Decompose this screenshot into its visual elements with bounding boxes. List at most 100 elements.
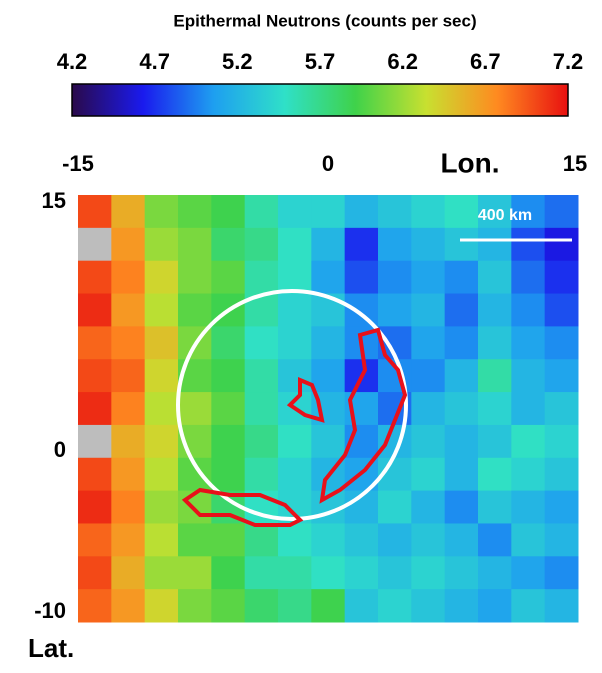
heatmap-cell xyxy=(278,425,312,458)
heatmap-cell xyxy=(445,195,479,228)
colorbar-title: Epithermal Neutrons (counts per sec) xyxy=(173,11,476,30)
heatmap-cell xyxy=(511,326,545,359)
heatmap-cell xyxy=(311,261,345,294)
heatmap-cell xyxy=(211,359,245,392)
colorbar xyxy=(72,84,568,116)
heatmap-cell xyxy=(211,589,245,622)
heatmap-cell xyxy=(511,359,545,392)
heatmap-cell xyxy=(445,458,479,491)
heatmap-cell xyxy=(411,359,445,392)
heatmap-cell xyxy=(211,261,245,294)
heatmap-cell xyxy=(278,589,312,622)
heatmap-cell xyxy=(145,523,179,556)
heatmap-cell xyxy=(111,491,145,524)
colorbar-tick-label: 5.2 xyxy=(222,49,253,74)
heatmap-cell xyxy=(211,458,245,491)
heatmap-cell xyxy=(245,228,279,261)
heatmap-cell xyxy=(511,589,545,622)
heatmap-cell xyxy=(211,392,245,425)
heatmap-cell xyxy=(445,261,479,294)
heatmap-cell xyxy=(145,261,179,294)
heatmap-cell xyxy=(511,261,545,294)
heatmap-cell xyxy=(78,589,112,622)
heatmap-cell xyxy=(311,589,345,622)
heatmap-cell xyxy=(378,491,412,524)
heatmap-cell xyxy=(278,359,312,392)
heatmap-cell xyxy=(78,228,112,261)
y-tick-label: 0 xyxy=(54,437,66,462)
heatmap-cell xyxy=(478,392,512,425)
heatmap-cell xyxy=(411,523,445,556)
heatmap-cell xyxy=(145,425,179,458)
colorbar-tick-label: 7.2 xyxy=(553,49,584,74)
heatmap-cell xyxy=(411,556,445,589)
heatmap-cell xyxy=(545,228,579,261)
heatmap-cell xyxy=(511,228,545,261)
heatmap-cell xyxy=(311,326,345,359)
heatmap-cell xyxy=(411,294,445,327)
heatmap-cell xyxy=(411,425,445,458)
y-tick-label: 15 xyxy=(42,188,66,213)
heatmap-cell xyxy=(478,359,512,392)
heatmap-cell xyxy=(78,359,112,392)
heatmap-cell xyxy=(178,228,212,261)
heatmap-cell xyxy=(345,195,379,228)
heatmap-cell xyxy=(145,359,179,392)
heatmap-cell xyxy=(545,294,579,327)
heatmap-cell xyxy=(211,195,245,228)
heatmap-cell xyxy=(145,294,179,327)
heatmap-cell xyxy=(111,589,145,622)
heatmap-cell xyxy=(278,195,312,228)
heatmap-cell xyxy=(111,261,145,294)
heatmap-cell xyxy=(245,458,279,491)
heatmap-cell xyxy=(478,294,512,327)
heatmap-cell xyxy=(211,523,245,556)
heatmap-cell xyxy=(178,392,212,425)
heatmap-cell xyxy=(445,326,479,359)
heatmap-cell xyxy=(378,294,412,327)
heatmap-cell xyxy=(545,523,579,556)
heatmap-cell xyxy=(311,228,345,261)
heatmap-cell xyxy=(145,228,179,261)
heatmap-cell xyxy=(245,195,279,228)
heatmap-cell xyxy=(78,195,112,228)
heatmap-cell xyxy=(378,228,412,261)
heatmap-cell xyxy=(411,228,445,261)
heatmap-cell xyxy=(345,589,379,622)
heatmap-cell xyxy=(145,458,179,491)
heatmap-cell xyxy=(378,589,412,622)
heatmap-cell xyxy=(245,392,279,425)
heatmap-cell xyxy=(111,195,145,228)
heatmap-cell xyxy=(511,556,545,589)
heatmap-cell xyxy=(345,228,379,261)
colorbar-tick-label: 4.7 xyxy=(139,49,170,74)
heatmap-cell xyxy=(445,425,479,458)
heatmap-cell xyxy=(511,425,545,458)
heatmap-cell xyxy=(178,589,212,622)
heatmap-cell xyxy=(145,556,179,589)
heatmap-cell xyxy=(78,392,112,425)
heatmap-cell xyxy=(478,458,512,491)
chart: Epithermal Neutrons (counts per sec) 400… xyxy=(0,0,602,668)
heatmap-cell xyxy=(545,425,579,458)
heatmap-cell xyxy=(545,261,579,294)
x-tick-label: 15 xyxy=(563,151,587,176)
heatmap-cell xyxy=(478,326,512,359)
heatmap-cell xyxy=(245,425,279,458)
x-tick-label: 0 xyxy=(322,151,334,176)
heatmap-cell xyxy=(111,359,145,392)
colorbar-tick-label: 6.2 xyxy=(387,49,418,74)
heatmap-cell xyxy=(411,392,445,425)
heatmap-cell xyxy=(145,491,179,524)
heatmap-cell xyxy=(445,228,479,261)
heatmap-cell xyxy=(278,326,312,359)
heatmap-cell xyxy=(78,491,112,524)
heatmap-cell xyxy=(278,228,312,261)
heatmap-cell xyxy=(478,589,512,622)
heatmap-cell xyxy=(411,326,445,359)
heatmap-cell xyxy=(445,294,479,327)
heatmap-cell xyxy=(378,261,412,294)
heatmap-cell xyxy=(445,359,479,392)
heatmap-cell xyxy=(78,458,112,491)
heatmap-cell xyxy=(445,392,479,425)
